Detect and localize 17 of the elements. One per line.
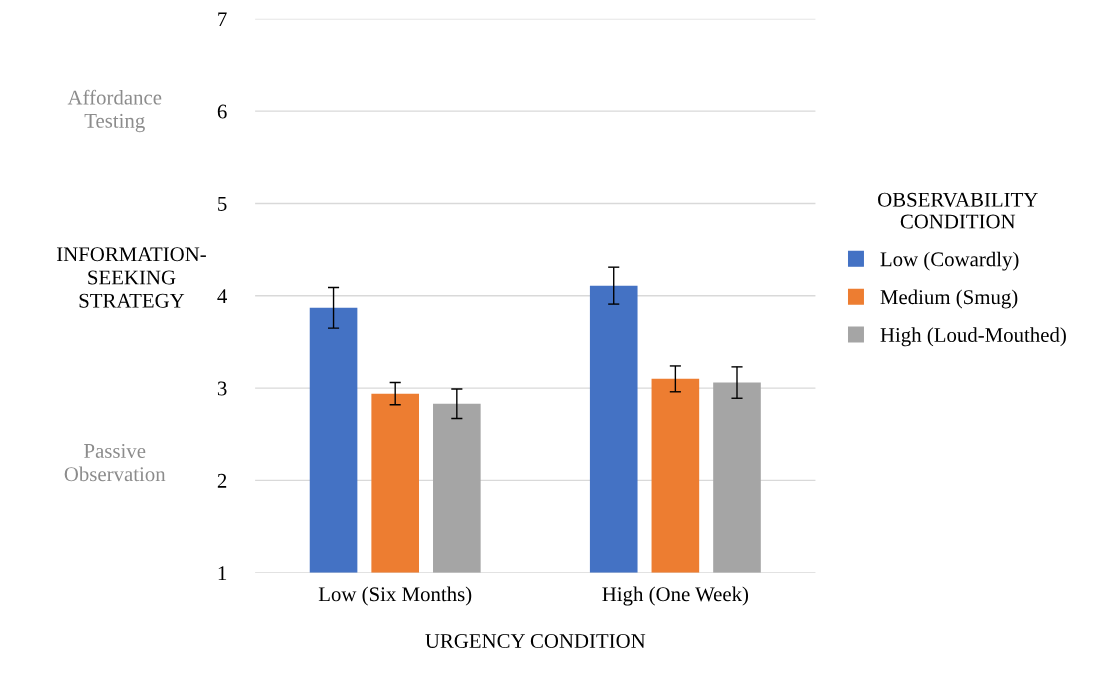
legend-label: Low (Cowardly): [880, 251, 1019, 271]
text: Passive Observation: [64, 443, 166, 482]
y-tick-label: 4: [217, 289, 227, 304]
text: Affordance Testing: [67, 89, 162, 133]
x-tick-label: High (One Week): [602, 586, 749, 606]
y-tick-label: 2: [217, 473, 227, 488]
y-tick-label: 7: [218, 12, 227, 27]
legend-title: OBSERVABILITY CONDITION: [878, 192, 1038, 229]
y-tick-label: 6: [217, 104, 227, 119]
y-tick-label: 1: [218, 566, 227, 580]
legend-label: Medium (Smug): [880, 289, 1018, 309]
y-tick-label: 5: [218, 197, 227, 211]
x-tick-label: Low (Six Months): [318, 586, 472, 606]
y-tick-label: 3: [217, 381, 227, 396]
y-axis-title: INFORMATION- SEEKING STRATEGY: [56, 247, 206, 308]
x-axis-title: URGENCY CONDITION: [425, 634, 646, 648]
legend-label: High (Loud-Mouthed): [880, 327, 1066, 347]
